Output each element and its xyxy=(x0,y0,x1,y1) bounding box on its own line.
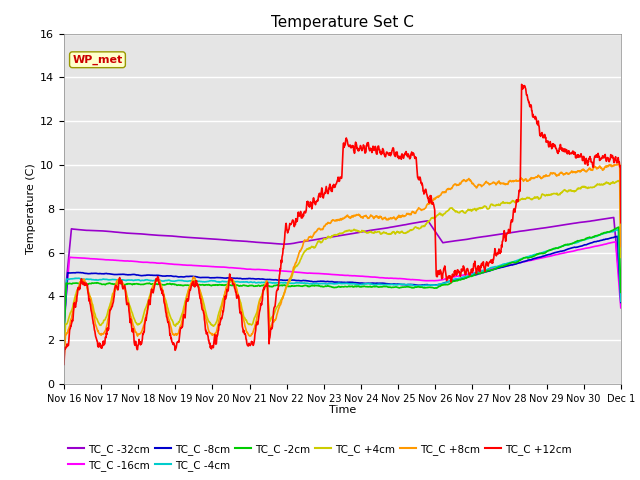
TC_C +4cm xyxy=(377,231,385,237)
TC_C -2cm xyxy=(617,289,625,295)
TC_C +12cm xyxy=(60,361,68,367)
TC_C -16cm xyxy=(377,275,385,281)
TC_C -16cm xyxy=(308,270,316,276)
Line: TC_C -8cm: TC_C -8cm xyxy=(64,236,621,328)
TC_C -2cm xyxy=(308,283,316,288)
TC_C -4cm xyxy=(60,325,68,331)
TC_C -2cm xyxy=(296,283,304,289)
TC_C +12cm xyxy=(296,211,304,217)
Title: Temperature Set C: Temperature Set C xyxy=(271,15,414,30)
TC_C -16cm xyxy=(126,258,134,264)
TC_C +8cm xyxy=(60,357,68,362)
TC_C +12cm xyxy=(126,315,134,321)
TC_C +4cm xyxy=(318,240,326,245)
TC_C -8cm xyxy=(126,272,134,278)
Line: TC_C +8cm: TC_C +8cm xyxy=(64,164,621,360)
TC_C -8cm xyxy=(296,278,304,284)
TC_C +8cm xyxy=(318,226,326,232)
TC_C -16cm xyxy=(60,318,68,324)
TC_C -8cm xyxy=(318,278,326,284)
TC_C -4cm xyxy=(126,277,134,283)
TC_C +8cm xyxy=(377,215,385,220)
Line: TC_C -4cm: TC_C -4cm xyxy=(64,229,621,328)
TC_C -2cm xyxy=(377,284,385,290)
TC_C -16cm xyxy=(318,271,326,276)
TC_C +4cm xyxy=(60,351,68,357)
TC_C -2cm xyxy=(318,283,326,289)
TC_C -4cm xyxy=(377,281,385,287)
TC_C -8cm xyxy=(308,278,316,284)
TC_C +12cm xyxy=(518,82,525,87)
TC_C -4cm xyxy=(318,281,326,287)
TC_C +8cm xyxy=(103,322,111,327)
Y-axis label: Temperature (C): Temperature (C) xyxy=(26,163,36,254)
TC_C +8cm xyxy=(296,248,304,254)
TC_C -4cm xyxy=(103,276,111,282)
TC_C +12cm xyxy=(617,220,625,226)
TC_C -8cm xyxy=(103,271,111,276)
TC_C +8cm xyxy=(615,161,623,167)
TC_C -4cm xyxy=(308,281,316,287)
TC_C +4cm xyxy=(126,303,134,309)
TC_C -16cm xyxy=(103,257,111,263)
TC_C +12cm xyxy=(377,149,385,155)
Line: TC_C +4cm: TC_C +4cm xyxy=(64,180,621,354)
TC_C -8cm xyxy=(60,325,68,331)
TC_C -8cm xyxy=(617,300,625,305)
Line: TC_C -32cm: TC_C -32cm xyxy=(64,217,621,306)
TC_C -2cm xyxy=(103,281,111,287)
TC_C -32cm xyxy=(60,303,68,309)
Line: TC_C -16cm: TC_C -16cm xyxy=(64,242,621,321)
TC_C -8cm xyxy=(377,280,385,286)
Legend: TC_C -32cm, TC_C -16cm, TC_C -8cm, TC_C -4cm, TC_C -2cm, TC_C +4cm, TC_C +8cm, T: TC_C -32cm, TC_C -16cm, TC_C -8cm, TC_C … xyxy=(64,439,576,475)
TC_C +8cm xyxy=(308,235,316,241)
TC_C -8cm xyxy=(614,233,621,239)
TC_C -32cm xyxy=(617,293,625,299)
Line: TC_C +12cm: TC_C +12cm xyxy=(64,84,621,364)
TC_C +4cm xyxy=(296,257,304,263)
TC_C +8cm xyxy=(617,243,625,249)
TC_C -32cm xyxy=(318,236,326,241)
TC_C -2cm xyxy=(126,281,134,287)
TC_C -32cm xyxy=(126,230,134,236)
TC_C -16cm xyxy=(617,305,625,311)
Line: TC_C -2cm: TC_C -2cm xyxy=(64,227,621,333)
TC_C -32cm xyxy=(103,228,111,234)
TC_C -32cm xyxy=(377,226,385,232)
TC_C -4cm xyxy=(617,299,625,304)
TC_C -32cm xyxy=(610,215,618,220)
TC_C +4cm xyxy=(617,254,625,260)
TC_C +12cm xyxy=(308,206,316,212)
TC_C -32cm xyxy=(308,238,316,243)
TC_C +4cm xyxy=(103,312,111,318)
TC_C -16cm xyxy=(296,270,304,276)
TC_C -16cm xyxy=(612,239,620,245)
TC_C -32cm xyxy=(296,239,304,245)
TC_C +8cm xyxy=(126,308,134,314)
TC_C +12cm xyxy=(318,185,326,191)
TC_C -4cm xyxy=(614,226,622,232)
TC_C -4cm xyxy=(296,280,304,286)
TC_C -2cm xyxy=(615,224,623,230)
TC_C +4cm xyxy=(616,178,623,183)
Text: WP_met: WP_met xyxy=(72,55,123,65)
TC_C +12cm xyxy=(103,326,111,332)
TC_C -2cm xyxy=(60,330,68,336)
X-axis label: Time: Time xyxy=(329,405,356,415)
TC_C +4cm xyxy=(308,243,316,249)
